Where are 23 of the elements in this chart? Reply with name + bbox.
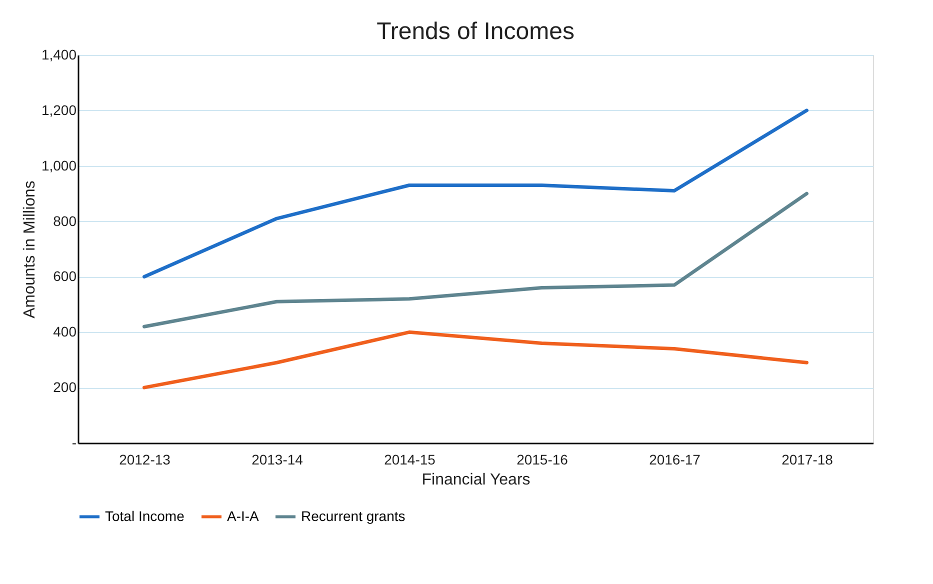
y-tick-label: 1,000	[41, 157, 77, 174]
chart-title: Trends of Incomes	[376, 18, 574, 45]
legend-label: A-I-A	[227, 508, 260, 524]
line-series	[142, 108, 808, 278]
x-axis-title: Financial Years	[422, 472, 530, 488]
x-tick-label: 2017-18	[782, 452, 834, 468]
x-tick-label: 2015-16	[516, 452, 568, 468]
y-tick-label: 600	[53, 268, 77, 284]
line-series	[142, 192, 808, 328]
x-tick-label: 2014-15	[384, 452, 436, 468]
legend-label: Total Income	[105, 508, 185, 524]
x-tick-label: 2013-14	[252, 452, 304, 468]
legend-label: Recurrent grants	[301, 508, 406, 524]
y-tick-label: 1,200	[41, 102, 77, 118]
line-series	[142, 330, 808, 390]
y-tick-label: -	[72, 434, 77, 450]
y-axis-title: Amounts in Millions	[21, 180, 38, 318]
y-tick-label: 1,400	[41, 46, 77, 62]
x-tick-label: 2012-13	[119, 452, 171, 468]
y-tick-label: 200	[53, 379, 77, 396]
y-tick-label: 400	[53, 324, 77, 340]
y-tick-label: 800	[53, 212, 77, 229]
x-tick-label: 2016-17	[649, 452, 701, 468]
